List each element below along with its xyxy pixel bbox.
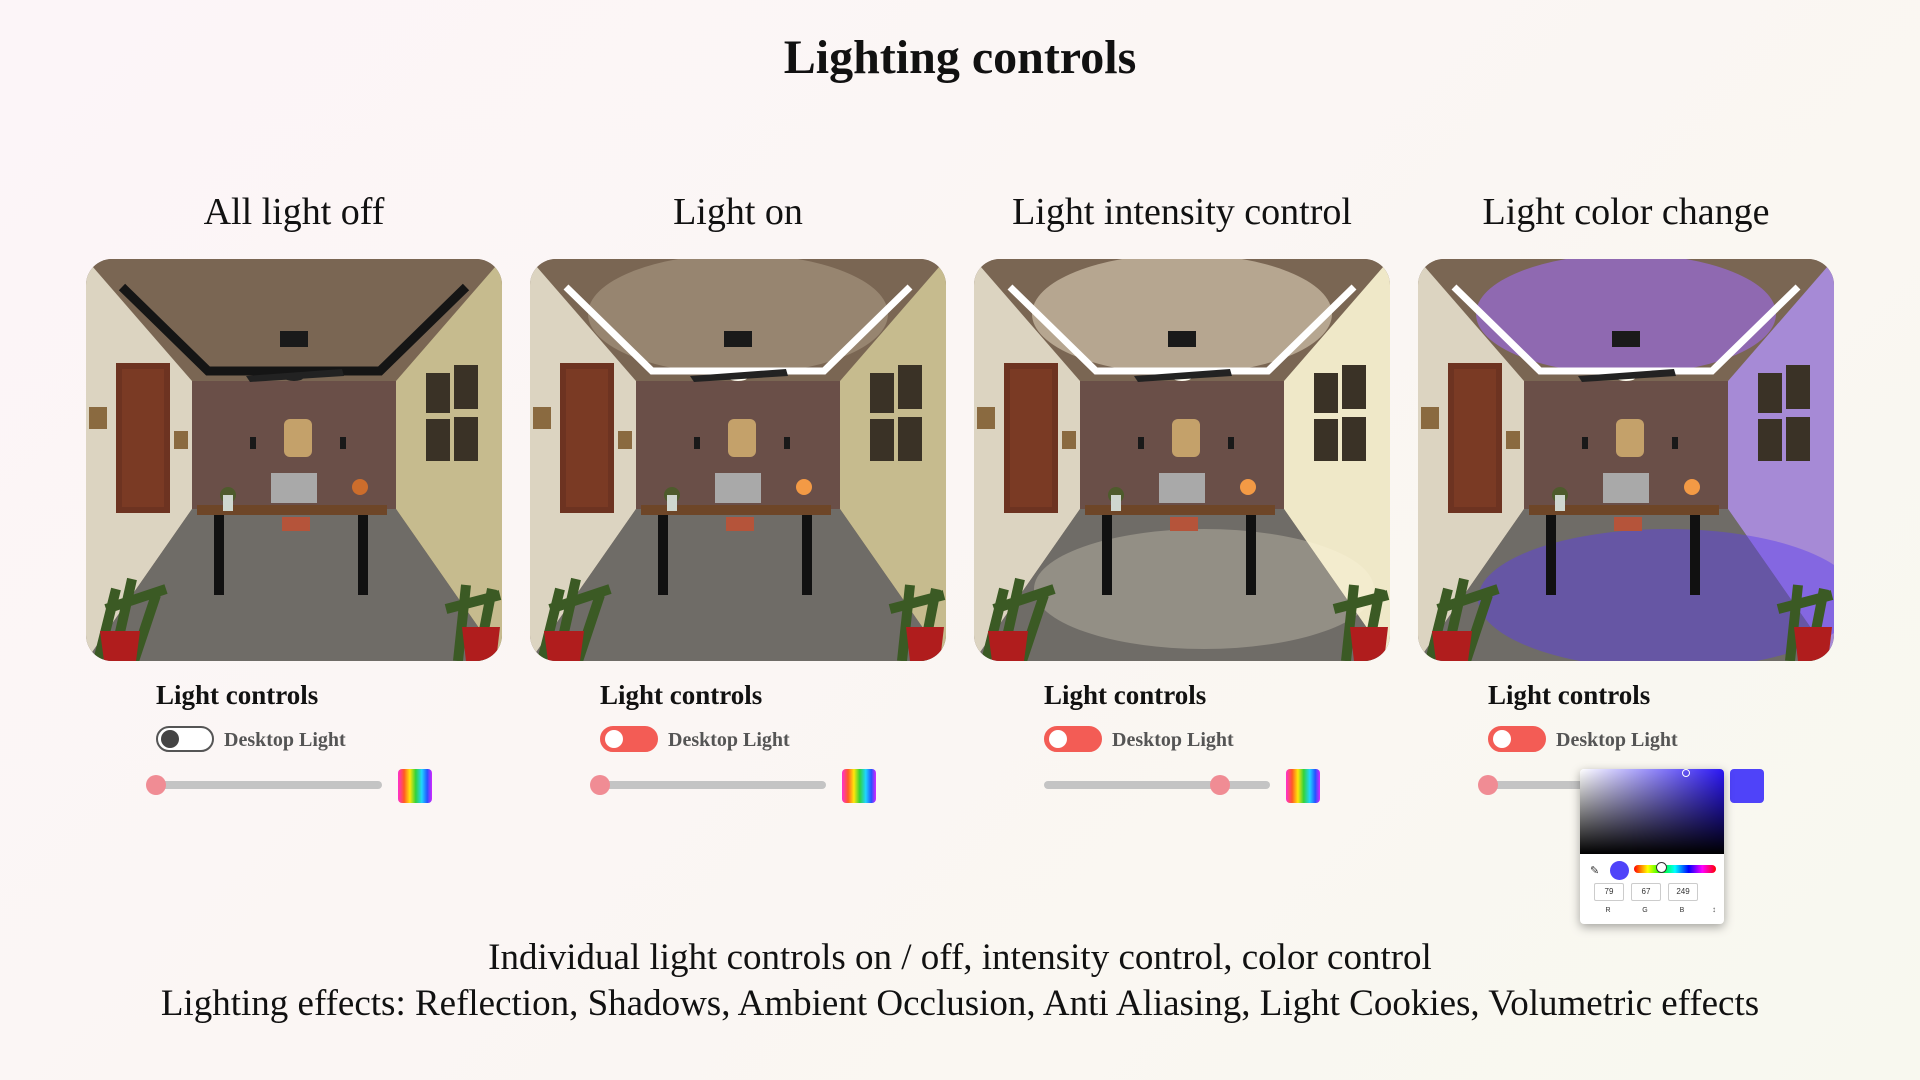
panel-light-intensity-control: Light intensity control (974, 190, 1390, 850)
color-swatch-button[interactable] (1286, 769, 1320, 803)
mode-toggle-arrows-icon[interactable]: ↕ (1712, 905, 1716, 914)
blue-label: B (1679, 907, 1685, 914)
color-preview-dot (1610, 861, 1629, 880)
red-input[interactable]: 79 (1594, 883, 1624, 901)
toggle-knob (161, 730, 179, 748)
desktop-light-toggle[interactable] (1044, 726, 1102, 752)
desktop-light-toggle[interactable] (156, 726, 214, 752)
saturation-cursor[interactable] (1682, 769, 1690, 777)
eyedropper-icon[interactable]: ✎ (1590, 865, 1600, 877)
light-controls: Light controls Desktop Light (1044, 680, 1344, 860)
green-input[interactable]: 67 (1631, 883, 1661, 901)
green-label: G (1642, 907, 1648, 914)
color-swatch-button[interactable] (398, 769, 432, 803)
hue-slider[interactable] (1634, 862, 1716, 873)
color-swatch-button[interactable] (1730, 769, 1764, 803)
hue-thumb[interactable] (1656, 862, 1667, 873)
toggle-knob (1493, 730, 1511, 748)
panel-title: Light on (673, 191, 803, 233)
panel-light-color-change: Light color change Ligh (1418, 190, 1834, 850)
intensity-slider[interactable] (1044, 775, 1270, 795)
slider-thumb[interactable] (1478, 775, 1498, 795)
room-render-image (974, 259, 1390, 661)
toggle-knob (1049, 730, 1067, 748)
room-render-image (1418, 259, 1834, 661)
controls-title: Light controls (1488, 680, 1651, 710)
slider-thumb[interactable] (1210, 775, 1231, 795)
room-render-image (530, 259, 946, 661)
panel-title: Light intensity control (1012, 191, 1352, 233)
caption-line-2: Lighting effects: Reflection, Shadows, A… (160, 983, 1760, 1024)
panel-all-light-off: All light off Light con (86, 190, 502, 850)
intensity-slider[interactable] (590, 775, 826, 795)
saturation-value-area[interactable] (1580, 769, 1724, 854)
intensity-slider[interactable] (146, 775, 382, 795)
light-controls: Light controls Desktop Light (590, 680, 900, 860)
controls-title: Light controls (156, 680, 319, 710)
desktop-light-toggle[interactable] (1488, 726, 1546, 752)
toggle-knob (605, 730, 623, 748)
slider-thumb[interactable] (590, 775, 610, 795)
caption-line-1: Individual light controls on / off, inte… (488, 937, 1432, 978)
controls-title: Light controls (1044, 680, 1207, 710)
blue-input[interactable]: 249 (1668, 883, 1698, 901)
toggle-label: Desktop Light (668, 729, 790, 751)
panel-light-on: Light on Light controls (530, 190, 946, 850)
red-label: R (1605, 907, 1611, 914)
controls-title: Light controls (600, 680, 763, 710)
toggle-label: Desktop Light (1112, 729, 1234, 751)
color-picker-popup: ✎ 79 67 249 R G B ↕ (1580, 769, 1724, 924)
light-controls: Light controls Desktop Light (146, 680, 456, 860)
room-render-image (86, 259, 502, 661)
panel-title: All light off (203, 191, 385, 233)
panel-title: Light color change (1482, 191, 1770, 233)
page-title: Lighting controls (783, 31, 1137, 84)
color-swatch-button[interactable] (842, 769, 876, 803)
slider-thumb[interactable] (146, 775, 166, 795)
toggle-label: Desktop Light (224, 729, 346, 751)
toggle-label: Desktop Light (1556, 729, 1678, 751)
desktop-light-toggle[interactable] (600, 726, 658, 752)
